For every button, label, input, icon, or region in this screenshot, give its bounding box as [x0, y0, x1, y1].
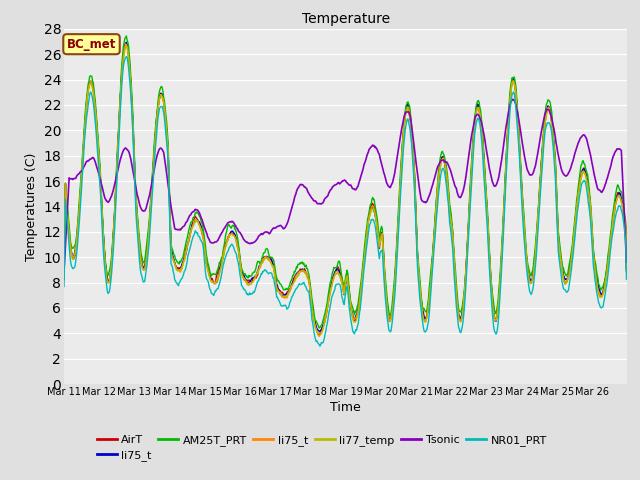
AM25T_PRT	[405, 101, 413, 107]
AM25T_PRT	[436, 155, 444, 161]
li75_t	[127, 80, 134, 86]
NR01_PRT	[60, 284, 68, 289]
Tsonic	[257, 231, 265, 237]
li77_temp	[127, 84, 134, 89]
Line: li75_t: li75_t	[64, 42, 627, 331]
li77_temp	[230, 233, 238, 239]
Tsonic	[230, 219, 237, 225]
AM25T_PRT	[280, 287, 287, 292]
AirT	[405, 108, 413, 114]
AirT	[258, 259, 266, 264]
NR01_PRT	[436, 176, 444, 182]
li77_temp	[436, 166, 444, 171]
Tsonic	[126, 153, 134, 159]
li75_t	[258, 259, 266, 265]
Line: li77_temp: li77_temp	[64, 46, 627, 336]
AirT	[436, 164, 444, 169]
AM25T_PRT	[230, 223, 238, 228]
li77_temp	[280, 294, 287, 300]
li77_temp	[405, 106, 413, 112]
li75_t	[230, 232, 238, 238]
AM25T_PRT	[258, 255, 266, 261]
Line: li75_t: li75_t	[64, 44, 627, 333]
li75_t	[623, 268, 630, 274]
Text: BC_met: BC_met	[67, 37, 116, 51]
li75_t	[258, 260, 266, 265]
AirT	[623, 266, 630, 272]
li75_t	[230, 230, 238, 236]
li75_t	[436, 162, 444, 168]
li75_t	[623, 267, 630, 273]
li75_t	[122, 41, 129, 47]
NR01_PRT	[316, 343, 324, 349]
Tsonic	[60, 269, 68, 275]
NR01_PRT	[258, 271, 266, 277]
AirT	[60, 276, 68, 282]
li75_t	[127, 84, 134, 89]
li75_t	[405, 103, 413, 109]
Tsonic	[509, 96, 516, 102]
AM25T_PRT	[60, 273, 68, 279]
AirT	[280, 291, 287, 297]
AirT	[127, 80, 134, 85]
Line: NR01_PRT: NR01_PRT	[64, 57, 627, 346]
NR01_PRT	[127, 91, 134, 96]
AM25T_PRT	[316, 325, 323, 331]
AM25T_PRT	[122, 33, 130, 39]
Tsonic	[403, 109, 411, 115]
X-axis label: Time: Time	[330, 401, 361, 414]
li77_temp	[316, 333, 323, 339]
li77_temp	[258, 260, 266, 266]
Tsonic	[435, 162, 443, 168]
NR01_PRT	[405, 120, 413, 126]
NR01_PRT	[230, 246, 238, 252]
AirT	[122, 40, 129, 46]
NR01_PRT	[280, 303, 287, 309]
li75_t	[280, 294, 287, 300]
li75_t	[316, 330, 323, 336]
Tsonic	[623, 259, 630, 265]
Title: Temperature: Temperature	[301, 12, 390, 26]
AirT	[316, 333, 323, 339]
Line: AirT: AirT	[64, 43, 627, 336]
Line: AM25T_PRT: AM25T_PRT	[64, 36, 627, 328]
Legend: AirT, li75_t, AM25T_PRT, li75_t, li77_temp, Tsonic, NR01_PRT: AirT, li75_t, AM25T_PRT, li75_t, li77_te…	[92, 430, 551, 466]
Line: Tsonic: Tsonic	[64, 99, 627, 272]
AM25T_PRT	[127, 72, 134, 78]
li77_temp	[60, 276, 68, 282]
li75_t	[405, 108, 413, 114]
NR01_PRT	[122, 54, 130, 60]
Tsonic	[278, 225, 286, 230]
li75_t	[60, 276, 68, 281]
AirT	[230, 233, 238, 239]
NR01_PRT	[623, 276, 630, 282]
li77_temp	[623, 269, 630, 275]
Y-axis label: Temperatures (C): Temperatures (C)	[25, 152, 38, 261]
li75_t	[60, 274, 68, 280]
li77_temp	[122, 43, 130, 48]
li75_t	[316, 328, 323, 334]
li75_t	[280, 293, 287, 299]
AM25T_PRT	[623, 263, 630, 269]
li75_t	[122, 39, 130, 45]
li75_t	[436, 162, 444, 168]
